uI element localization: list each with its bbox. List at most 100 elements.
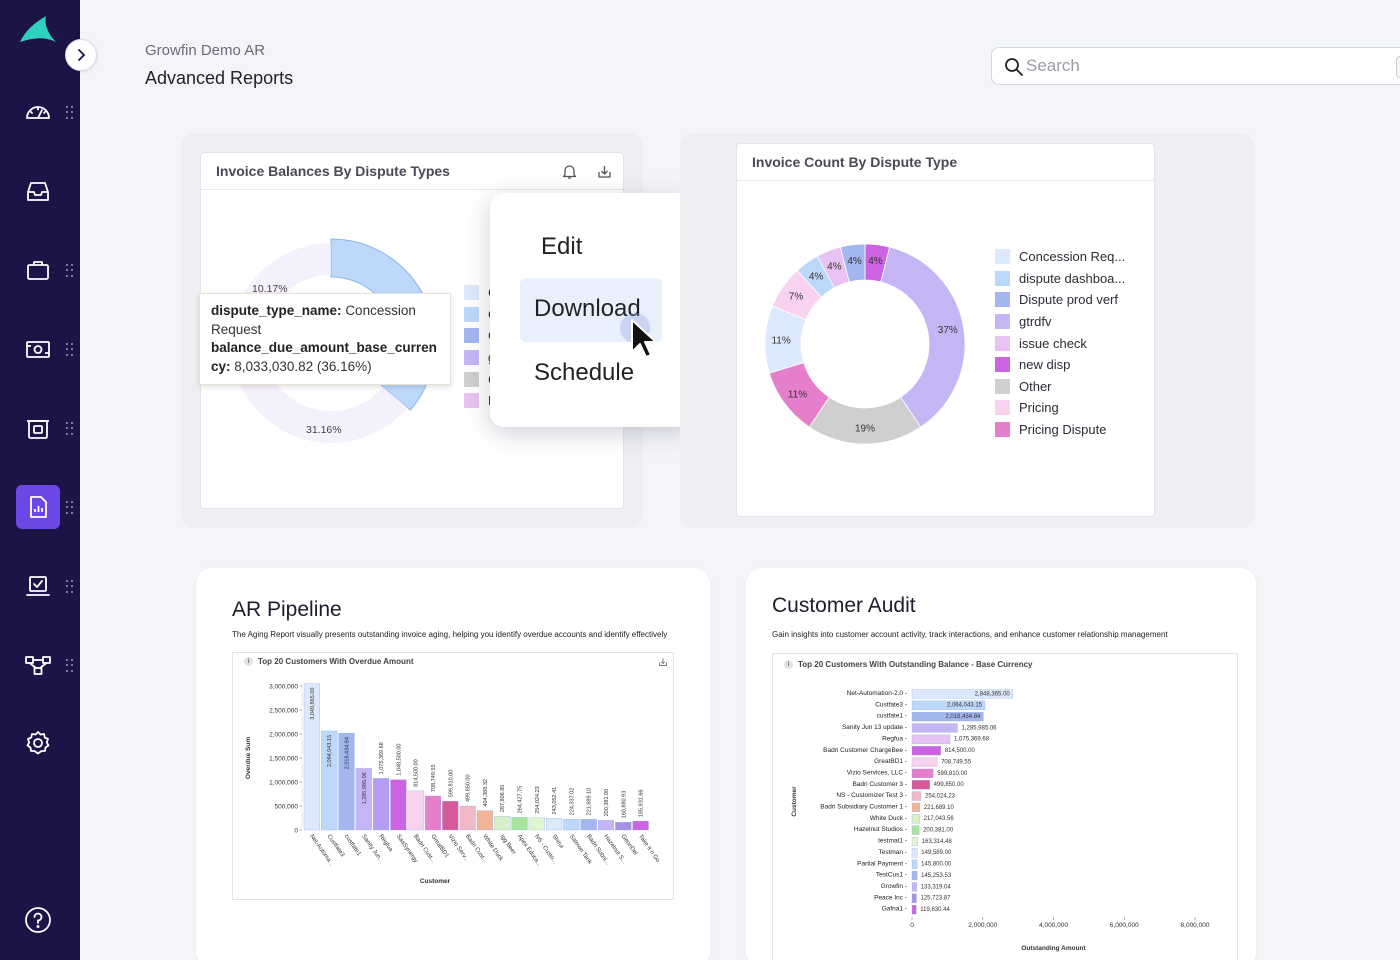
bar[interactable] bbox=[911, 689, 1013, 699]
x-axis-label: Customer bbox=[420, 878, 451, 885]
legend-swatch bbox=[995, 357, 1010, 373]
legend-label: new disp bbox=[1019, 357, 1071, 373]
drag-handle-icon[interactable] bbox=[66, 422, 74, 436]
bar[interactable] bbox=[911, 802, 920, 813]
sidebar-item-help[interactable] bbox=[16, 898, 60, 942]
bar[interactable] bbox=[911, 882, 917, 892]
bar[interactable] bbox=[563, 819, 580, 831]
x-tick-label: 8,000,000 bbox=[1181, 922, 1210, 929]
sidebar-item-dashboard[interactable] bbox=[16, 90, 60, 134]
sidebar-expand-button[interactable] bbox=[65, 39, 97, 71]
bar-value-label: 708,749.55 bbox=[941, 759, 972, 765]
chart-header: i Top 20 Customers With Overdue Amount bbox=[244, 657, 414, 666]
bar[interactable] bbox=[911, 825, 920, 835]
drag-handle-icon[interactable] bbox=[66, 501, 74, 515]
sidebar-item-reports[interactable] bbox=[16, 485, 60, 529]
legend-item[interactable]: new disp bbox=[995, 354, 1125, 376]
bar[interactable] bbox=[373, 778, 390, 831]
bar[interactable] bbox=[407, 790, 424, 831]
bar[interactable] bbox=[355, 768, 372, 831]
bar[interactable] bbox=[911, 780, 930, 790]
bar[interactable] bbox=[390, 779, 407, 831]
bar[interactable] bbox=[911, 870, 918, 881]
drag-handle-icon[interactable] bbox=[66, 580, 74, 594]
bar[interactable] bbox=[321, 730, 338, 831]
ar-pipeline-card[interactable]: AR Pipeline The Aging Report visually pr… bbox=[196, 568, 710, 960]
bar[interactable] bbox=[911, 791, 922, 801]
legend-item[interactable]: Pricing bbox=[995, 397, 1125, 419]
slice-label: 4% bbox=[868, 256, 883, 267]
sidebar-item-payments[interactable] bbox=[16, 327, 60, 371]
bar[interactable] bbox=[615, 822, 632, 831]
card-title: Invoice Count By Dispute Type bbox=[737, 144, 1154, 181]
search-box[interactable] bbox=[991, 47, 1400, 85]
donut-slice[interactable] bbox=[880, 246, 966, 428]
search-input[interactable] bbox=[1026, 52, 1386, 80]
bar[interactable] bbox=[911, 768, 934, 778]
bar[interactable] bbox=[911, 746, 941, 756]
bar[interactable] bbox=[911, 734, 951, 744]
bar[interactable] bbox=[338, 732, 355, 831]
sidebar-item-workflows[interactable] bbox=[16, 643, 60, 687]
bar[interactable] bbox=[911, 723, 958, 733]
bar[interactable] bbox=[597, 820, 615, 831]
bar[interactable] bbox=[424, 795, 442, 831]
count-donut-chart: 4%37%19%11%11%7%4%4% 4% bbox=[764, 243, 966, 445]
bar[interactable] bbox=[442, 801, 459, 831]
breadcrumb[interactable]: Growfin Demo AR bbox=[145, 42, 266, 59]
bar[interactable] bbox=[911, 814, 920, 824]
search-icon bbox=[1005, 58, 1023, 76]
bar-value-label: 2,064,043.15 bbox=[327, 735, 333, 767]
bar-value-label: 119,630.44 bbox=[920, 907, 950, 913]
x-tick-label: Regfua bbox=[377, 834, 393, 854]
sidebar-item-collections[interactable] bbox=[16, 248, 60, 292]
bar[interactable] bbox=[303, 683, 320, 831]
bar[interactable] bbox=[476, 810, 493, 831]
bar[interactable] bbox=[580, 819, 597, 831]
legend-item[interactable]: Pricing Dispute bbox=[995, 419, 1125, 441]
x-tick-label: GeonDel bbox=[620, 834, 639, 857]
drag-handle-icon[interactable] bbox=[66, 659, 74, 673]
download-icon[interactable] bbox=[658, 657, 668, 667]
bar[interactable] bbox=[911, 848, 918, 858]
legend-item[interactable]: Concession Req... bbox=[995, 246, 1125, 268]
legend-item[interactable]: issue check bbox=[995, 332, 1125, 354]
bar[interactable] bbox=[459, 805, 476, 831]
info-icon[interactable]: i bbox=[244, 657, 253, 666]
bar[interactable] bbox=[911, 700, 986, 710]
sidebar-item-disputes[interactable] bbox=[16, 406, 60, 450]
sidebar-item-tasks[interactable] bbox=[16, 564, 60, 608]
drag-handle-icon[interactable] bbox=[66, 264, 74, 278]
growfin-logo[interactable] bbox=[18, 16, 58, 46]
bar[interactable] bbox=[911, 712, 984, 722]
legend-item[interactable]: Other bbox=[995, 376, 1125, 398]
info-icon[interactable]: i bbox=[784, 660, 793, 669]
legend-item[interactable]: dispute dashboa... bbox=[995, 268, 1125, 290]
legend-item[interactable]: gtrdfv bbox=[995, 311, 1125, 333]
page-title: Advanced Reports bbox=[145, 68, 294, 88]
sidebar-item-inbox[interactable] bbox=[16, 169, 60, 213]
bar[interactable] bbox=[911, 757, 938, 767]
bar[interactable] bbox=[911, 904, 917, 915]
sidebar-item-settings[interactable] bbox=[16, 721, 60, 765]
bar[interactable] bbox=[911, 859, 918, 869]
donut-slice[interactable] bbox=[839, 243, 866, 283]
donut-slice[interactable] bbox=[346, 386, 408, 441]
bar[interactable] bbox=[911, 893, 917, 903]
drag-handle-icon[interactable] bbox=[66, 106, 74, 120]
customer-audit-card[interactable]: Customer Audit Gain insights into custom… bbox=[746, 568, 1256, 960]
download-icon[interactable] bbox=[596, 163, 613, 180]
legend-item[interactable]: Dispute prod verf bbox=[995, 289, 1125, 311]
donut-slice[interactable] bbox=[269, 243, 331, 290]
menu-item-edit[interactable]: Edit bbox=[541, 233, 583, 260]
bar[interactable] bbox=[528, 817, 545, 831]
bar[interactable] bbox=[632, 820, 649, 831]
menu-item-schedule[interactable]: Schedule bbox=[534, 359, 635, 386]
drag-handle-icon[interactable] bbox=[66, 343, 74, 357]
bar[interactable] bbox=[911, 836, 918, 847]
bell-icon[interactable] bbox=[561, 163, 578, 180]
bar[interactable] bbox=[546, 818, 563, 831]
donut-slice[interactable] bbox=[808, 396, 922, 445]
bar[interactable] bbox=[494, 816, 511, 831]
bar[interactable] bbox=[511, 817, 528, 831]
